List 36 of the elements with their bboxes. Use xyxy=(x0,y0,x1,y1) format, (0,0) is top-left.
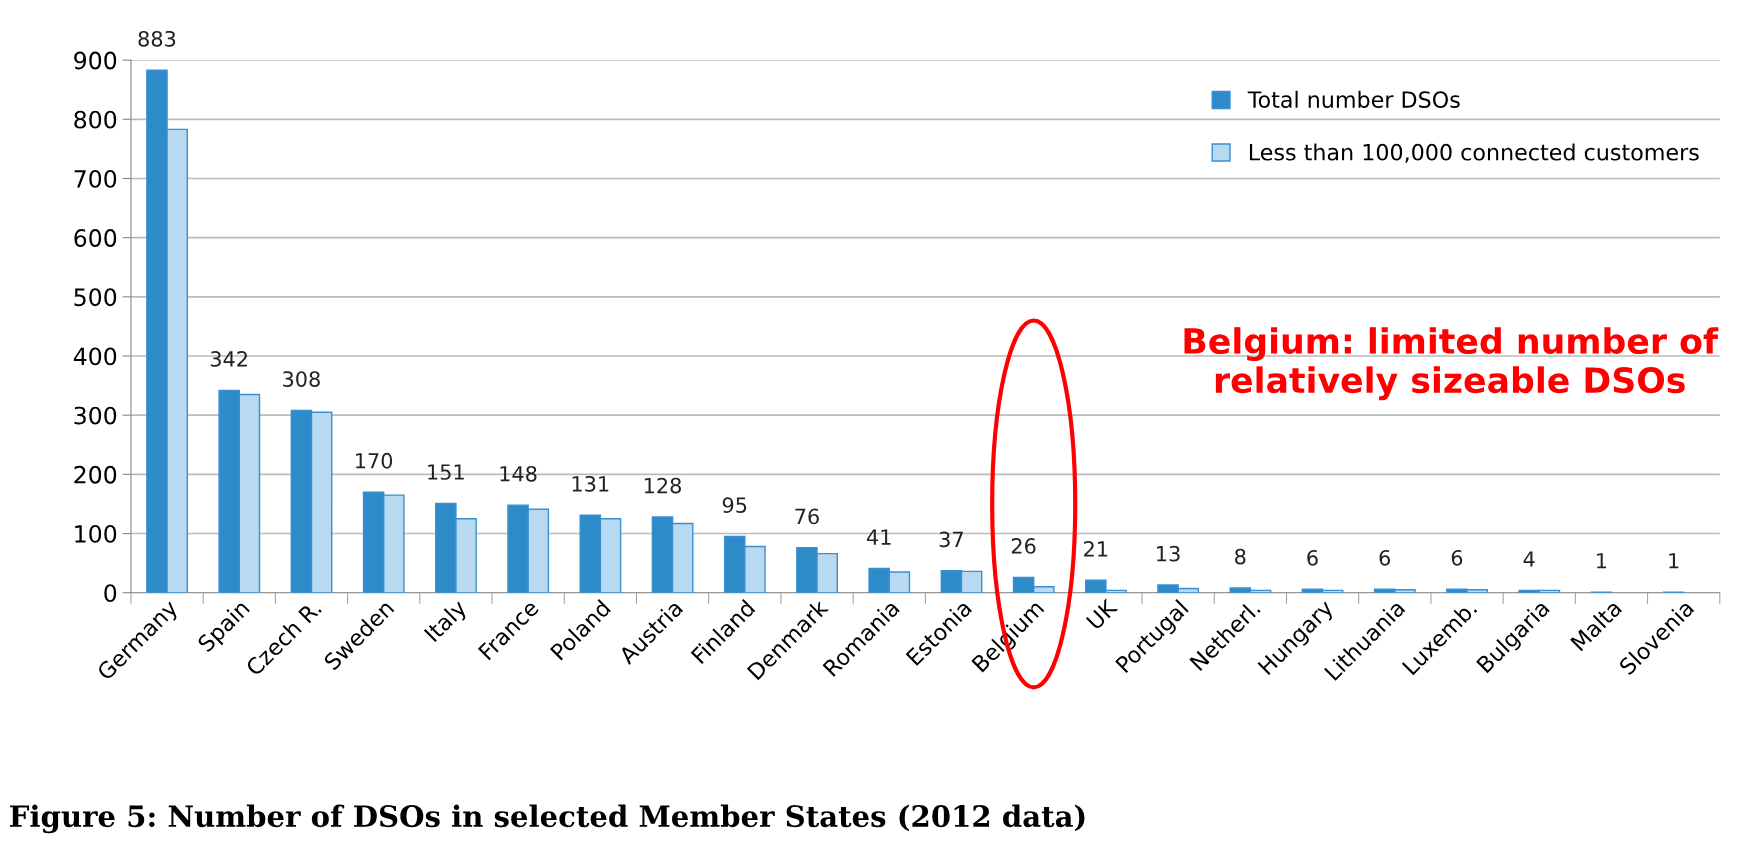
data-label: 170 xyxy=(356,452,393,469)
data-label: 95 xyxy=(722,497,747,514)
data-label: 1 xyxy=(1669,553,1679,569)
data-label: 148 xyxy=(500,465,537,482)
legend-label: Less than 100,000 connected customers xyxy=(1249,143,1699,163)
y-tick-label: 200 xyxy=(74,465,117,484)
annotation: Belgium: limited number of relatively sizeable DSOs xyxy=(1184,327,1719,401)
data-label: 308 xyxy=(283,371,320,387)
y-tick-label: 800 xyxy=(74,110,117,129)
data-label: 6 xyxy=(1451,549,1463,566)
y-tick-label: 100 xyxy=(75,524,117,543)
data-label: 6 xyxy=(1307,549,1318,566)
y-tick-label: 900 xyxy=(74,51,117,70)
data-label: 8 xyxy=(1235,548,1246,565)
y-tick-label: 400 xyxy=(73,347,117,366)
data-label: 76 xyxy=(795,508,819,525)
y-tick-label: 600 xyxy=(74,229,117,247)
data-label: 21 xyxy=(1084,541,1108,557)
y-tick-label: 700 xyxy=(74,169,117,188)
legend-label: Total number DSOs xyxy=(1247,90,1460,108)
data-label: 41 xyxy=(866,529,891,545)
data-label: 4 xyxy=(1523,551,1535,567)
data-label: 13 xyxy=(1157,545,1180,562)
y-tick-label: 500 xyxy=(74,288,117,307)
data-label: 151 xyxy=(428,464,464,480)
y-tick-label: 300 xyxy=(74,406,117,425)
data-label: 128 xyxy=(644,477,681,494)
caption: Figure 5: Number of DSOs in selected Member States (2012 data) xyxy=(10,804,1085,834)
y-tick-label: 0 xyxy=(104,584,117,603)
data-label: 342 xyxy=(210,351,247,367)
data-label: 883 xyxy=(138,30,176,47)
data-label: 6 xyxy=(1379,549,1391,566)
data-label: 37 xyxy=(939,531,963,548)
data-label: 1 xyxy=(1597,553,1607,569)
data-label: 26 xyxy=(1011,538,1036,554)
data-label: 131 xyxy=(572,475,609,492)
